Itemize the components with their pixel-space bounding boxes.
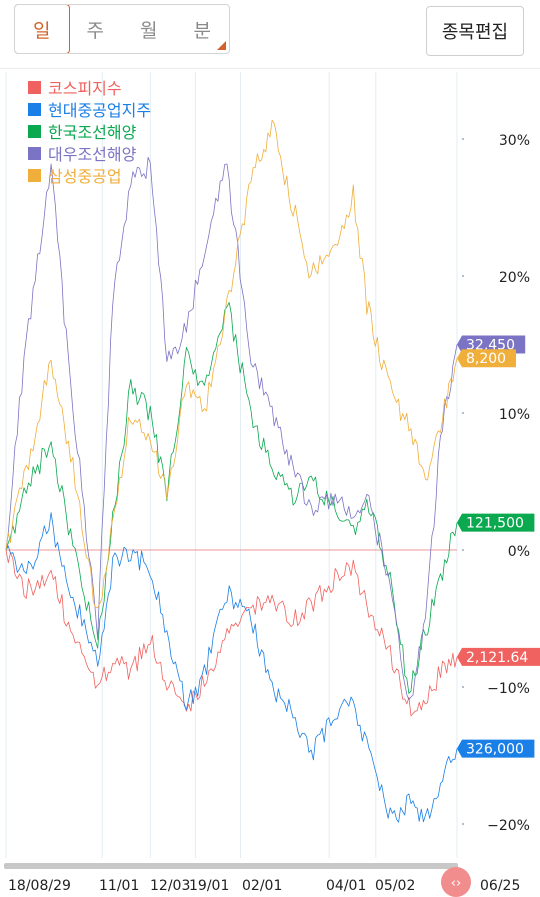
legend-swatch [28,146,41,160]
legend-label: 삼성중공업 [48,167,122,186]
y-tick-mark [462,686,464,688]
tab-2[interactable]: 월 [122,5,176,53]
end-value-tag [457,647,540,666]
end-value-label: 326,000 [466,742,524,758]
x-tick-label: 12/03 [150,878,190,894]
tab-label: 일 [33,19,51,42]
dropdown-corner-icon [217,41,226,50]
legend-item[interactable]: 코스피지수 [28,76,151,98]
end-value-label: 8,200 [466,351,506,367]
series-line [5,119,458,609]
end-value-tag [457,739,535,758]
legend-label: 대우조선해양 [48,145,137,164]
legend-swatch [28,80,41,94]
y-tick-label: 0% [508,544,530,560]
legend-label: 코스피지수 [48,79,122,98]
end-value-tag [457,513,535,532]
y-tick-mark [462,138,464,140]
x-tick-label: 18/08/29 [8,878,71,894]
edit-stocks-button[interactable]: 종목편집 [426,6,524,56]
series-line [5,302,458,694]
legend-label: 한국조선해양 [48,123,137,142]
legend-item[interactable]: 대우조선해양 [28,142,151,164]
header-divider [0,68,540,69]
x-tick-label: 19/01 [189,878,229,894]
y-tick-mark [462,412,464,414]
y-tick-mark [462,275,464,277]
x-tick-label: 05/02 [375,878,415,894]
y-tick-label: −10% [487,681,530,697]
chart-scrollbar [4,863,458,869]
x-tick-label: 04/01 [326,878,366,894]
x-tick-label: 11/01 [99,878,139,894]
y-tick-label: 20% [499,270,530,286]
chart-scroll-handle [441,867,471,897]
tab-label: 분 [193,19,211,42]
end-value-tag [457,335,526,354]
y-tick-label: 10% [499,407,530,423]
tab-0[interactable]: 일 [15,5,70,53]
legend-swatch [28,102,41,116]
tab-3[interactable]: 분 [176,5,230,53]
y-tick-mark [462,823,464,825]
legend-item[interactable]: 현대중공업지주 [28,98,151,120]
legend-swatch [28,124,41,138]
series-line [5,549,458,717]
x-tick-label: 06/25 [480,878,520,894]
y-tick-label: 30% [499,133,530,149]
chevron-left-right-icon[interactable]: ‹› [451,876,461,891]
x-tick-label: 02/01 [242,878,282,894]
legend-item[interactable]: 삼성중공업 [28,164,151,186]
tab-label: 주 [86,19,104,42]
series-line [5,156,458,700]
tab-1[interactable]: 주 [69,5,123,53]
legend-item[interactable]: 한국조선해양 [28,120,151,142]
series-line [5,512,458,823]
legend-label: 현대중공업지주 [48,101,152,120]
end-value-tag [457,349,516,368]
legend-swatch [28,168,41,182]
end-value-label: 2,121.64 [466,650,528,666]
y-tick-mark [462,549,464,551]
end-value-label: 121,500 [466,516,524,532]
y-tick-label: −20% [487,818,530,834]
tab-label: 월 [140,19,158,42]
